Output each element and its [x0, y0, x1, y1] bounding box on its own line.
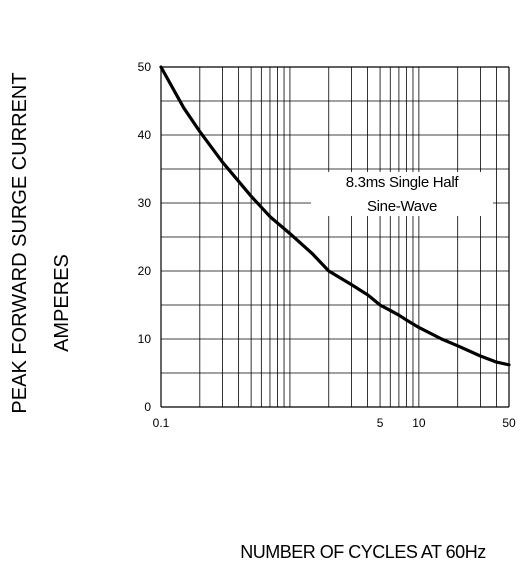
annotation-background	[311, 172, 493, 216]
x-tick-label: 50	[502, 416, 516, 430]
y-tick-label: 30	[138, 196, 152, 210]
y-axis-label-line-2: AMPERES	[51, 254, 73, 352]
series-layer	[159, 65, 511, 367]
y-axis-label-line-1: PEAK FORWARD SURGE CURRENT	[9, 72, 31, 413]
y-tick-label: 20	[138, 264, 152, 278]
surge-curve	[159, 65, 511, 367]
grid	[160, 66, 510, 408]
x-axis-label: NUMBER OF CYCLES AT 60Hz	[240, 542, 486, 562]
annotation-line-2: Sine-Wave	[367, 198, 437, 215]
x-tick-labels: 0.1 5 10 50	[153, 416, 516, 430]
x-tick-label: 5	[377, 416, 384, 430]
x-tick-label: 0.1	[153, 416, 170, 430]
y-tick-label: 0	[144, 400, 151, 414]
y-tick-label: 50	[138, 60, 152, 74]
annotation: 8.3ms Single Half Sine-Wave	[346, 174, 460, 215]
y-tick-label: 40	[138, 128, 152, 142]
y-tick-labels: 0 10 20 30 40 50	[138, 60, 152, 414]
y-tick-label: 10	[138, 332, 152, 346]
x-tick-label: 10	[412, 416, 426, 430]
annotation-line-1: 8.3ms Single Half	[346, 174, 460, 191]
